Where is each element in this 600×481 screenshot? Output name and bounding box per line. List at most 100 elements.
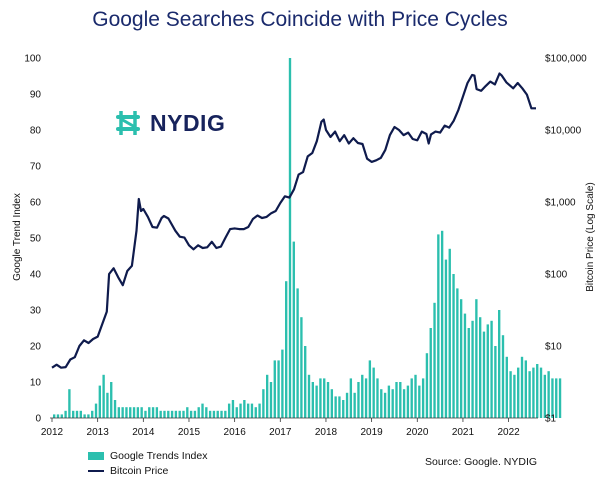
trend-bar (471, 320, 474, 418)
left-tick-label: 80 (30, 126, 42, 137)
legend-label-bars: Google Trends Index (110, 449, 208, 462)
trend-bar (368, 360, 372, 418)
logo-text: NYDIG (150, 109, 226, 136)
trend-bar (250, 403, 254, 418)
left-tick-label: 60 (30, 198, 42, 209)
trend-bar (140, 407, 143, 418)
trend-bar (246, 403, 250, 418)
trend-bar (513, 374, 516, 418)
nydig-logo-icon (116, 111, 140, 135)
trend-bar (243, 400, 246, 418)
trend-bar (148, 407, 151, 418)
trend-bar (220, 410, 223, 418)
trend-bar (319, 378, 322, 418)
x-tick-label: 2020 (406, 427, 429, 438)
trend-bar (421, 378, 425, 418)
trend-bar (56, 414, 60, 418)
trend-bar (186, 407, 189, 418)
trend-bar (129, 407, 132, 418)
x-tick-label: 2018 (315, 427, 338, 438)
right-axis-ticks: $1 $10 $100 $1,000 $10,000 $100,000 (545, 54, 587, 425)
trend-bar (110, 382, 113, 418)
trend-bar (361, 374, 364, 418)
trend-bar (406, 385, 410, 418)
trend-bar (478, 317, 482, 418)
legend-item-bars: Google Trends Index (88, 448, 207, 463)
trend-bar (273, 360, 276, 418)
trend-bar (418, 385, 421, 418)
trend-bar (536, 364, 539, 418)
trend-bar (136, 407, 140, 418)
trend-bar (425, 353, 429, 418)
trend-bars (53, 58, 562, 418)
right-tick-label: $100 (545, 270, 568, 281)
trend-bar (189, 410, 193, 418)
x-tick-label: 2012 (41, 427, 64, 438)
trend-bar (380, 389, 383, 418)
trend-bar (555, 378, 558, 418)
trend-bar (532, 367, 535, 418)
trend-bar (307, 374, 311, 418)
trend-bar (547, 371, 550, 418)
trend-bar (212, 410, 216, 418)
left-tick-label: 20 (30, 342, 42, 353)
trend-bar (125, 407, 128, 418)
x-tick-label: 2017 (269, 427, 292, 438)
trend-bar (429, 328, 432, 418)
trend-bar (326, 382, 330, 418)
trend-bar (402, 389, 406, 418)
trend-bar (558, 378, 562, 418)
trend-bar (399, 382, 402, 418)
trend-bar (106, 392, 109, 418)
trend-bar (163, 410, 166, 418)
trend-bar (459, 299, 463, 418)
right-axis-label: Bitcoin Price (Log Scale) (585, 182, 596, 292)
left-tick-label: 70 (30, 162, 42, 173)
trend-bar (509, 371, 512, 418)
trend-bar (338, 396, 341, 418)
trend-bar (433, 302, 436, 418)
trend-bar (372, 367, 375, 418)
trend-bar (205, 407, 208, 418)
trend-bar (239, 403, 242, 418)
trend-bar (197, 407, 200, 418)
trend-bar (311, 382, 314, 418)
left-tick-label: 30 (30, 306, 42, 317)
trend-bar (490, 320, 493, 418)
trend-bar (539, 367, 543, 418)
left-tick-label: 10 (30, 378, 42, 389)
trend-bar (254, 407, 257, 418)
left-tick-label: 90 (30, 90, 42, 101)
bitcoin-price-line (51, 72, 536, 369)
trend-bar (524, 360, 527, 418)
trend-bar (452, 274, 455, 418)
trend-bar (132, 407, 136, 418)
trend-bar (395, 382, 398, 418)
trend-bar (170, 410, 174, 418)
trend-bar (376, 378, 379, 418)
trend-bar (117, 407, 121, 418)
trend-bar (444, 259, 448, 418)
trend-bar (159, 410, 162, 418)
trend-bar (551, 378, 554, 418)
trend-bar (353, 392, 356, 418)
trend-bar (440, 230, 444, 418)
trend-bar (258, 403, 261, 418)
x-tick-label: 2021 (452, 427, 475, 438)
trend-bar (182, 410, 185, 418)
x-tick-label: 2016 (224, 427, 247, 438)
trend-bar (315, 385, 318, 418)
trend-bar (53, 414, 56, 418)
trend-bar (437, 234, 440, 418)
right-tick-label: $1 (545, 414, 557, 425)
trend-bar (262, 389, 265, 418)
trend-bar (87, 414, 90, 418)
left-axis-label: Google Trend Index (12, 193, 23, 281)
legend-swatch-bars (88, 451, 104, 460)
trend-bar (334, 396, 337, 418)
trend-bar (98, 385, 102, 418)
trend-bar (281, 349, 284, 418)
legend-item-line: Bitcoin Price (88, 463, 207, 478)
trend-bar (463, 313, 467, 418)
